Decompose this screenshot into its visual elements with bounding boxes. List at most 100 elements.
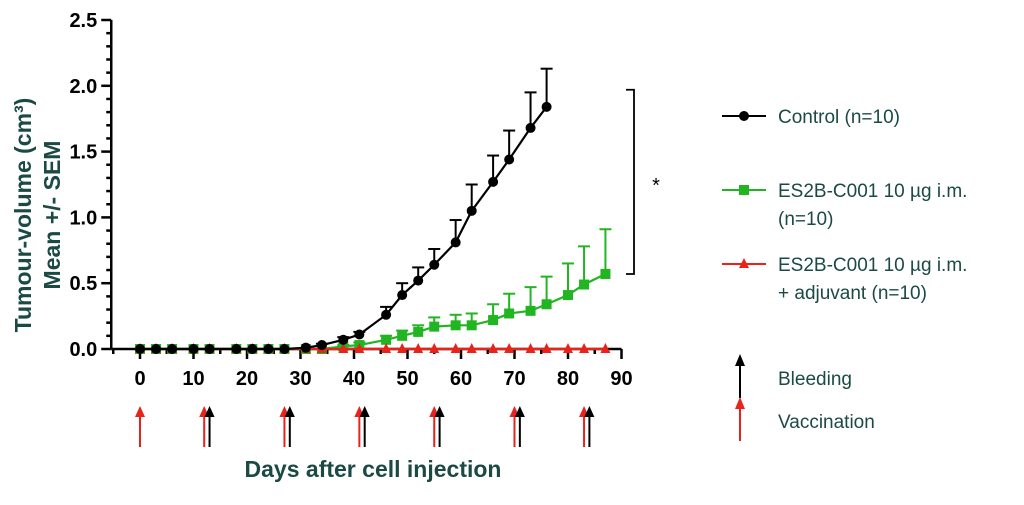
axis-titles: Days after cell injection Tumour-volume … bbox=[10, 98, 501, 482]
legend-entry: ES2B-C001 10 µg i.m. + adjuvant (n=10) bbox=[722, 255, 967, 304]
data-point bbox=[397, 343, 408, 353]
data-point bbox=[504, 343, 515, 353]
legend-entry: Vaccination bbox=[735, 397, 875, 441]
y-tick-label: 1.5 bbox=[69, 142, 97, 164]
data-point bbox=[450, 320, 461, 331]
y-tick-label: 2.0 bbox=[69, 76, 97, 98]
data-point bbox=[525, 343, 536, 353]
data-point bbox=[563, 290, 573, 301]
x-tick-label: 0 bbox=[134, 368, 145, 390]
data-point bbox=[338, 334, 349, 345]
series-square bbox=[135, 228, 612, 354]
data-point bbox=[231, 344, 242, 354]
data-point bbox=[151, 344, 162, 354]
significance-label: * bbox=[652, 175, 660, 197]
data-point bbox=[135, 344, 145, 354]
legend-label: (n=10) bbox=[778, 209, 833, 230]
bleeding-arrow-head bbox=[284, 406, 295, 417]
data-point bbox=[450, 343, 461, 353]
data-point bbox=[600, 343, 611, 353]
data-point bbox=[504, 308, 515, 319]
data-point bbox=[488, 343, 499, 353]
data-point bbox=[739, 111, 749, 121]
data-point bbox=[429, 343, 440, 353]
data-point bbox=[739, 258, 749, 268]
x-tick-label: 70 bbox=[503, 368, 525, 390]
legend-entry: ES2B-C001 10 µg i.m. (n=10) bbox=[722, 181, 967, 230]
legend-entry: Control (n=10) bbox=[722, 107, 900, 128]
legend-entry: Bleeding bbox=[735, 354, 852, 398]
series-circle bbox=[135, 67, 553, 354]
data-point bbox=[354, 329, 365, 340]
data-point bbox=[525, 122, 536, 133]
data-point bbox=[354, 343, 365, 353]
data-point bbox=[429, 259, 440, 270]
bleeding-arrow-head bbox=[584, 406, 595, 417]
data-point bbox=[579, 279, 590, 290]
data-point bbox=[466, 320, 477, 331]
data-point bbox=[188, 344, 199, 354]
data-point bbox=[381, 309, 392, 320]
data-point bbox=[466, 205, 477, 216]
timeline-arrows bbox=[135, 406, 595, 447]
series-line bbox=[140, 273, 606, 351]
data-point bbox=[397, 330, 408, 341]
bleeding-arrow-head bbox=[514, 406, 525, 417]
data-point bbox=[247, 344, 258, 354]
data-point bbox=[739, 185, 749, 195]
data-point bbox=[600, 268, 611, 279]
data-point bbox=[541, 299, 552, 310]
data-point bbox=[504, 154, 515, 165]
y-axis-title-line1: Tumour-volume (cm³) bbox=[10, 98, 36, 333]
data-point bbox=[338, 343, 349, 353]
x-tick-label: 40 bbox=[343, 368, 365, 390]
bleeding-arrow-head bbox=[434, 406, 445, 417]
x-tick-label: 80 bbox=[557, 368, 579, 390]
legend-label: Control (n=10) bbox=[778, 107, 900, 128]
data-point bbox=[466, 343, 477, 353]
legend-label: Bleeding bbox=[778, 369, 852, 390]
y-tick-label: 0.0 bbox=[69, 339, 97, 361]
y-tick-label: 2.5 bbox=[69, 10, 97, 32]
data-point bbox=[263, 344, 274, 354]
plot-series bbox=[135, 67, 612, 354]
data-point bbox=[429, 321, 440, 332]
x-tick-label: 30 bbox=[289, 368, 311, 390]
legend-label: Vaccination bbox=[778, 412, 875, 433]
bleeding-arrow-head bbox=[359, 406, 370, 417]
data-point bbox=[316, 340, 327, 351]
legend: Control (n=10) ES2B-C001 10 µg i.m. (n=10)… bbox=[722, 107, 967, 441]
data-point bbox=[563, 343, 573, 353]
legend-label: + adjuvant (n=10) bbox=[778, 283, 927, 304]
data-point bbox=[541, 101, 552, 112]
legend-label: ES2B-C001 10 µg i.m. bbox=[778, 255, 967, 276]
series-line bbox=[140, 106, 548, 351]
axes: 0.0 0.5 1.0 1.5 2.0 2.5 0 10 20 30 40 50 60 70 80 90 bbox=[69, 10, 632, 390]
data-point bbox=[279, 344, 290, 354]
data-point bbox=[450, 237, 461, 248]
legend-label: ES2B-C001 10 µg i.m. bbox=[778, 181, 967, 202]
bracket-line bbox=[626, 88, 635, 275]
data-point bbox=[204, 344, 215, 354]
data-point bbox=[167, 344, 178, 354]
data-point bbox=[488, 176, 499, 187]
x-tick-label: 10 bbox=[182, 368, 204, 390]
data-point bbox=[488, 315, 499, 326]
data-point bbox=[381, 343, 392, 353]
x-tick-label: 90 bbox=[610, 368, 632, 390]
data-point bbox=[525, 305, 536, 316]
y-tick-label: 1.0 bbox=[69, 207, 97, 229]
x-tick-label: 50 bbox=[396, 368, 418, 390]
vaccination-arrow-head bbox=[135, 406, 145, 417]
bleeding-arrow-head bbox=[204, 406, 215, 417]
data-point bbox=[579, 343, 590, 353]
x-axis-title: Days after cell injection bbox=[245, 456, 502, 482]
data-point bbox=[397, 290, 408, 301]
legend-arrow-head bbox=[735, 397, 745, 409]
x-tick-label: 20 bbox=[236, 368, 258, 390]
data-point bbox=[381, 334, 392, 345]
data-point bbox=[413, 326, 424, 337]
data-point bbox=[413, 343, 424, 353]
data-point bbox=[541, 343, 552, 353]
